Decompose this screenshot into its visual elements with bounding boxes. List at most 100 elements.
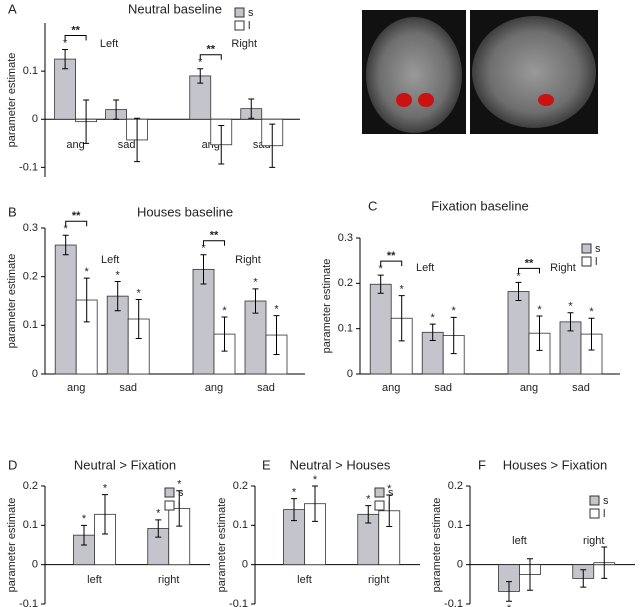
error-bar bbox=[429, 323, 436, 341]
legend-label: s bbox=[178, 487, 184, 499]
chart-title: Neutral > Fixation bbox=[74, 457, 176, 472]
significance-star: * bbox=[292, 486, 297, 498]
y-tick-label: 0.3 bbox=[338, 232, 353, 244]
panel-letter: A bbox=[8, 1, 17, 16]
y-tick-label: 0.2 bbox=[233, 480, 248, 492]
roi-sagittal bbox=[538, 94, 554, 106]
error-bar bbox=[83, 277, 90, 323]
y-axis-label: parameter estimate bbox=[431, 498, 443, 593]
error-bar bbox=[83, 99, 90, 144]
group-label: Right bbox=[231, 38, 257, 50]
chart-title: Neutral baseline bbox=[128, 1, 222, 16]
legend-swatch bbox=[164, 487, 175, 498]
legend-label: l bbox=[595, 256, 597, 268]
significance-star: * bbox=[537, 304, 542, 316]
error-bar bbox=[218, 125, 225, 165]
y-tick-label: 0 bbox=[242, 559, 248, 571]
panel-letter: E bbox=[262, 457, 271, 472]
error-bar bbox=[62, 48, 69, 70]
x-tick-label: ang bbox=[205, 382, 223, 394]
error-bar bbox=[200, 254, 207, 285]
significance-star: * bbox=[516, 270, 521, 282]
panel-letter: B bbox=[8, 204, 17, 219]
group-label: Right bbox=[235, 254, 261, 266]
bracket-label: ** bbox=[387, 250, 396, 262]
y-tick-label: -0.1 bbox=[444, 598, 463, 607]
chart-title: Houses > Fixation bbox=[503, 457, 607, 472]
significance-star: * bbox=[137, 287, 142, 299]
bracket-label: ** bbox=[72, 210, 81, 222]
legend-label: s bbox=[603, 495, 609, 507]
legend-swatch bbox=[589, 508, 600, 519]
significance-star: * bbox=[507, 603, 512, 607]
error-bar bbox=[588, 317, 595, 351]
bracket bbox=[65, 220, 88, 227]
legend-swatch bbox=[589, 495, 600, 506]
y-tick-label: 0 bbox=[32, 113, 38, 125]
sagittal-brain bbox=[472, 16, 596, 128]
panel-letter: C bbox=[368, 198, 377, 213]
y-tick-label: 0.1 bbox=[23, 65, 38, 77]
bracket bbox=[203, 240, 225, 246]
y-tick-label: 0.2 bbox=[23, 271, 38, 283]
coronal-brain bbox=[366, 17, 462, 133]
x-tick-label: left bbox=[87, 574, 102, 586]
error-bar bbox=[386, 494, 393, 528]
legend-label: l bbox=[248, 20, 250, 32]
y-tick-label: 0.1 bbox=[233, 519, 248, 531]
bracket-label: ** bbox=[206, 44, 215, 56]
group-label: Left bbox=[100, 38, 118, 50]
y-tick-label: 0 bbox=[32, 559, 38, 571]
legend-swatch bbox=[374, 487, 385, 498]
significance-star: * bbox=[589, 306, 594, 318]
legend-swatch bbox=[581, 256, 592, 267]
error-bar bbox=[580, 569, 587, 588]
significance-star: * bbox=[156, 508, 161, 520]
significance-star: * bbox=[253, 277, 258, 289]
x-tick-label: sad bbox=[572, 382, 590, 394]
error-bar bbox=[114, 281, 121, 312]
significance-star: * bbox=[313, 474, 318, 486]
significance-star: * bbox=[452, 305, 457, 317]
y-axis-label: parameter estimate bbox=[6, 498, 18, 593]
error-bar bbox=[248, 98, 255, 119]
y-axis-label: parameter estimate bbox=[6, 254, 18, 349]
panel-letter: D bbox=[8, 457, 17, 472]
legend-label: s bbox=[388, 487, 394, 499]
group-label: Left bbox=[416, 262, 434, 274]
x-tick-label: sad bbox=[257, 382, 275, 394]
significance-star: * bbox=[387, 483, 392, 495]
error-bar bbox=[365, 505, 372, 524]
error-bar bbox=[273, 315, 280, 356]
bar bbox=[369, 283, 392, 375]
error-bar bbox=[252, 288, 259, 314]
legend-label: l bbox=[388, 500, 390, 512]
significance-star: * bbox=[400, 283, 405, 295]
x-tick-label: left bbox=[512, 535, 527, 547]
bracket bbox=[199, 54, 222, 60]
y-tick-label: -0.1 bbox=[19, 598, 38, 607]
x-tick-label: right bbox=[583, 535, 604, 547]
error-bar bbox=[102, 494, 108, 535]
brain-images bbox=[362, 10, 598, 134]
y-tick-label: 0.3 bbox=[23, 222, 38, 234]
panel-letter: F bbox=[478, 457, 486, 472]
roi-left bbox=[396, 93, 412, 107]
error-bar bbox=[113, 99, 120, 120]
error-bar bbox=[176, 490, 183, 527]
y-tick-label: -0.1 bbox=[19, 161, 38, 173]
error-bar bbox=[312, 485, 318, 522]
error-bar bbox=[377, 274, 384, 294]
x-tick-label: ang bbox=[520, 382, 538, 394]
y-tick-label: 0.2 bbox=[23, 480, 38, 492]
legend-swatch bbox=[234, 20, 245, 31]
x-tick-label: right bbox=[158, 574, 179, 586]
bracket bbox=[64, 34, 87, 41]
significance-star: * bbox=[103, 483, 108, 495]
legend-swatch bbox=[234, 7, 245, 18]
y-tick-label: -0.1 bbox=[229, 598, 248, 607]
significance-star: * bbox=[568, 301, 573, 313]
significance-star: * bbox=[198, 57, 203, 69]
bracket-label: ** bbox=[525, 257, 534, 269]
